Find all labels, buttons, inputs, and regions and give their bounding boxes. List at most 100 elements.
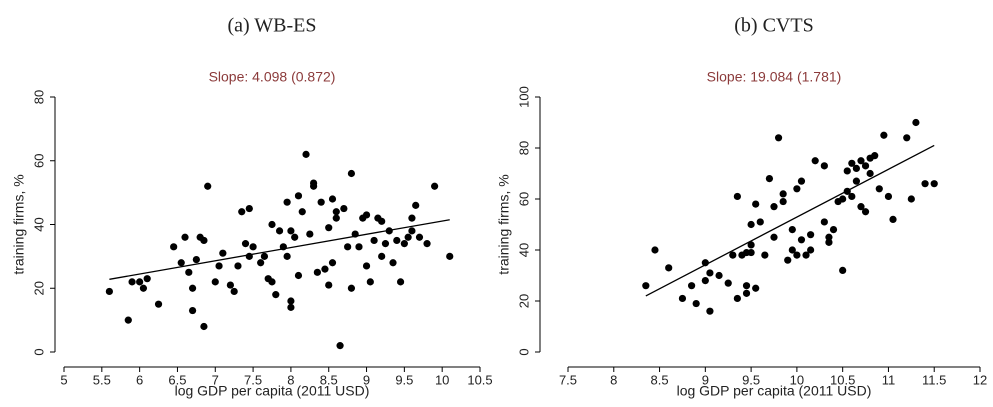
- x-tick-label: 12: [973, 372, 987, 387]
- point: [793, 185, 801, 193]
- point: [825, 233, 833, 241]
- point: [313, 268, 321, 276]
- point: [344, 243, 352, 251]
- x-tick-label: 8.5: [320, 372, 338, 387]
- point: [861, 162, 870, 170]
- point: [230, 287, 238, 296]
- point: [362, 211, 371, 219]
- point: [802, 251, 810, 259]
- point: [317, 198, 325, 206]
- point: [747, 241, 755, 249]
- point: [857, 157, 865, 165]
- y-tick-label: 100: [516, 86, 531, 108]
- point: [848, 159, 856, 167]
- point: [742, 282, 751, 290]
- point: [825, 238, 833, 246]
- point: [733, 192, 741, 201]
- point: [779, 197, 787, 206]
- x-tick-label: 10: [790, 372, 804, 387]
- point: [415, 233, 424, 241]
- x-tick-label: 5: [60, 372, 67, 387]
- point: [200, 236, 208, 245]
- x-tick-label: 8.5: [651, 372, 669, 387]
- point: [291, 233, 299, 241]
- point: [412, 201, 420, 209]
- point: [238, 208, 246, 216]
- point: [185, 268, 193, 276]
- point: [701, 277, 709, 285]
- point: [204, 182, 212, 190]
- point: [678, 294, 687, 303]
- point: [381, 240, 390, 248]
- panel-title: (a) WB-ES: [227, 15, 316, 37]
- point: [408, 214, 416, 222]
- point: [287, 303, 295, 311]
- point: [770, 203, 778, 211]
- point: [729, 251, 737, 259]
- point: [154, 300, 163, 308]
- point: [170, 243, 178, 251]
- x-tick-label: 5.5: [93, 372, 111, 387]
- point: [128, 278, 136, 286]
- y-tick-label: 80: [31, 90, 46, 104]
- panel-title: (b) CVTS: [734, 15, 813, 37]
- point: [272, 291, 280, 299]
- point: [446, 252, 454, 260]
- y-tick-label: 20: [31, 281, 46, 295]
- point: [378, 217, 386, 225]
- x-axis-label: log GDP per capita (2011 USD): [175, 383, 370, 399]
- point: [788, 246, 796, 254]
- point: [294, 271, 303, 280]
- point: [752, 200, 760, 208]
- x-tick-label: 6.5: [168, 372, 186, 387]
- point: [136, 278, 144, 286]
- point: [302, 150, 310, 158]
- point: [921, 180, 929, 188]
- point: [294, 192, 303, 200]
- y-tick-label: 80: [516, 141, 531, 155]
- point: [651, 246, 659, 254]
- point: [688, 282, 696, 290]
- point: [298, 208, 306, 216]
- point: [124, 316, 132, 324]
- point: [139, 284, 148, 292]
- point: [774, 134, 783, 142]
- point: [408, 227, 416, 235]
- point: [930, 180, 938, 188]
- point: [332, 214, 340, 222]
- point: [211, 278, 219, 286]
- point: [283, 198, 291, 206]
- point: [784, 256, 792, 264]
- y-axis-label: training firms, %: [496, 174, 512, 274]
- point: [219, 249, 227, 257]
- x-tick-label: 8: [287, 372, 294, 387]
- point: [843, 167, 851, 175]
- x-tick-label: 8: [610, 372, 617, 387]
- point: [706, 269, 714, 277]
- point: [788, 226, 796, 234]
- point: [355, 243, 363, 251]
- point: [393, 236, 401, 245]
- point: [325, 281, 333, 289]
- point: [396, 278, 405, 286]
- point: [321, 265, 329, 273]
- point: [861, 208, 870, 216]
- point: [811, 157, 819, 165]
- point: [188, 284, 197, 292]
- point: [366, 278, 374, 286]
- point: [880, 131, 888, 139]
- point: [105, 287, 113, 296]
- point: [268, 278, 276, 286]
- point: [807, 246, 815, 254]
- point: [283, 252, 291, 260]
- point: [889, 215, 897, 223]
- point: [332, 208, 340, 216]
- point: [370, 236, 378, 245]
- x-tick-label: 9: [702, 372, 709, 387]
- point: [912, 118, 920, 127]
- point: [839, 195, 847, 203]
- point: [793, 251, 801, 259]
- fit-line: [645, 144, 935, 297]
- point: [325, 224, 333, 232]
